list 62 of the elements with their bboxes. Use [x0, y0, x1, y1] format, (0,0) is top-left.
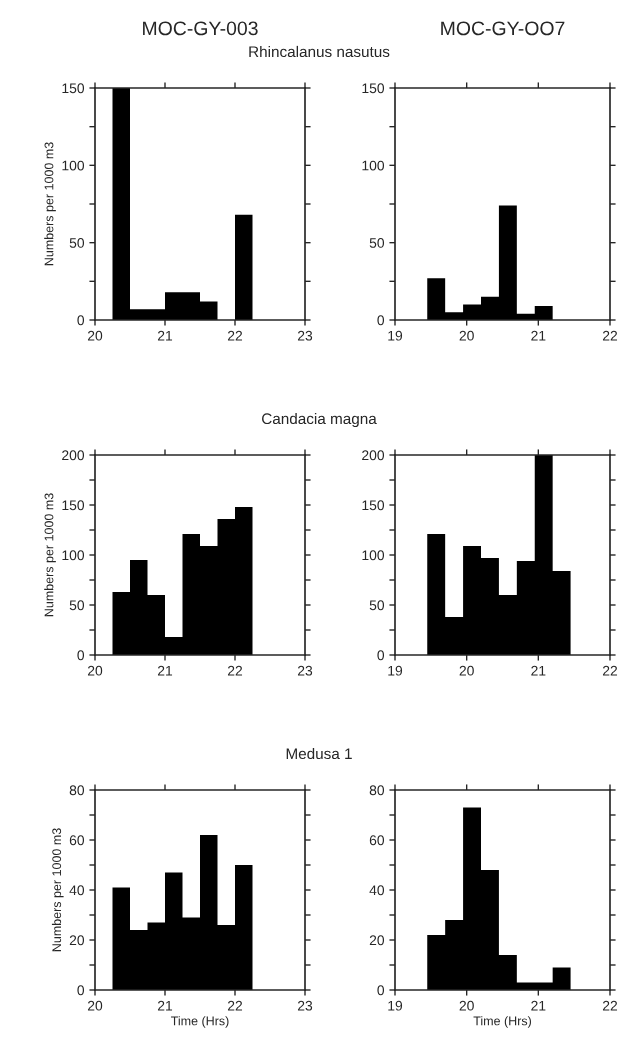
x-tick-label: 19 [388, 665, 403, 676]
y-tick-label: 150 [362, 83, 385, 94]
y-axis-title: Numbers per 1000 m3 [44, 142, 56, 266]
x-tick-label: 22 [602, 330, 618, 341]
x-tick-label: 21 [531, 665, 546, 676]
y-tick-label: 0 [77, 985, 85, 996]
y-tick-label: 80 [369, 785, 385, 796]
x-axis-title: Time (Hrs) [171, 1016, 229, 1028]
y-tick-label: 50 [69, 600, 85, 611]
y-axis-title: Numbers per 1000 m3 [44, 493, 56, 617]
x-tick-label: 23 [297, 665, 313, 676]
y-tick-label: 80 [69, 785, 85, 796]
y-tick-label: 50 [69, 238, 85, 248]
y-tick-label: 100 [62, 160, 85, 171]
y-tick-label: 40 [69, 885, 85, 896]
y-tick-label: 100 [362, 160, 385, 171]
y-tick-label: 200 [362, 450, 385, 461]
x-tick-label: 20 [459, 1000, 474, 1011]
x-tick-label: 22 [602, 1000, 618, 1011]
y-tick-label: 60 [369, 835, 385, 846]
y-tick-label: 0 [377, 985, 385, 996]
chart-title: MOC-GY-OO7 [441, 21, 565, 36]
y-tick-label: 40 [369, 885, 385, 896]
y-tick-label: 0 [77, 650, 85, 661]
y-tick-label: 0 [377, 650, 385, 661]
y-tick-label: 50 [369, 600, 385, 611]
y-tick-label: 0 [77, 315, 85, 326]
x-tick-label: 22 [227, 330, 243, 341]
x-tick-label: 19 [388, 330, 403, 341]
x-tick-label: 20 [459, 330, 474, 341]
x-tick-label: 20 [87, 1000, 103, 1011]
chart-subtitle: Rhincalanus nasutus [249, 45, 390, 58]
y-tick-label: 150 [62, 500, 85, 511]
y-tick-label: 100 [62, 550, 85, 561]
x-tick-label: 19 [388, 1000, 403, 1011]
x-tick-label: 20 [459, 665, 474, 676]
x-axis-title: Time (Hrs) [473, 1016, 531, 1028]
x-tick-label: 21 [157, 665, 173, 676]
chart-title: MOC-GY-003 [143, 21, 258, 36]
x-tick-label: 22 [227, 1000, 243, 1011]
y-tick-label: 200 [62, 450, 85, 461]
y-tick-label: 150 [362, 500, 385, 511]
x-tick-label: 21 [531, 330, 546, 341]
chart-subtitle: Candacia magna [262, 412, 377, 428]
x-tick-label: 21 [531, 1000, 546, 1011]
x-tick-label: 20 [87, 665, 103, 676]
x-tick-label: 21 [157, 330, 173, 341]
y-tick-label: 20 [69, 935, 85, 946]
x-tick-label: 21 [157, 1000, 173, 1011]
y-tick-label: 0 [377, 315, 385, 326]
x-tick-label: 23 [297, 330, 313, 341]
y-tick-label: 150 [62, 83, 85, 94]
y-tick-label: 50 [369, 238, 385, 248]
y-tick-label: 60 [69, 835, 85, 846]
x-tick-label: 22 [227, 665, 243, 676]
y-tick-label: 20 [369, 935, 385, 946]
x-tick-label: 20 [87, 330, 103, 341]
y-tick-label: 100 [362, 550, 385, 561]
y-axis-title: Numbers per 1000 m3 [51, 828, 64, 952]
x-tick-label: 23 [297, 1000, 313, 1011]
chart-subtitle: Medusa 1 [286, 747, 352, 760]
x-tick-label: 22 [602, 665, 618, 676]
